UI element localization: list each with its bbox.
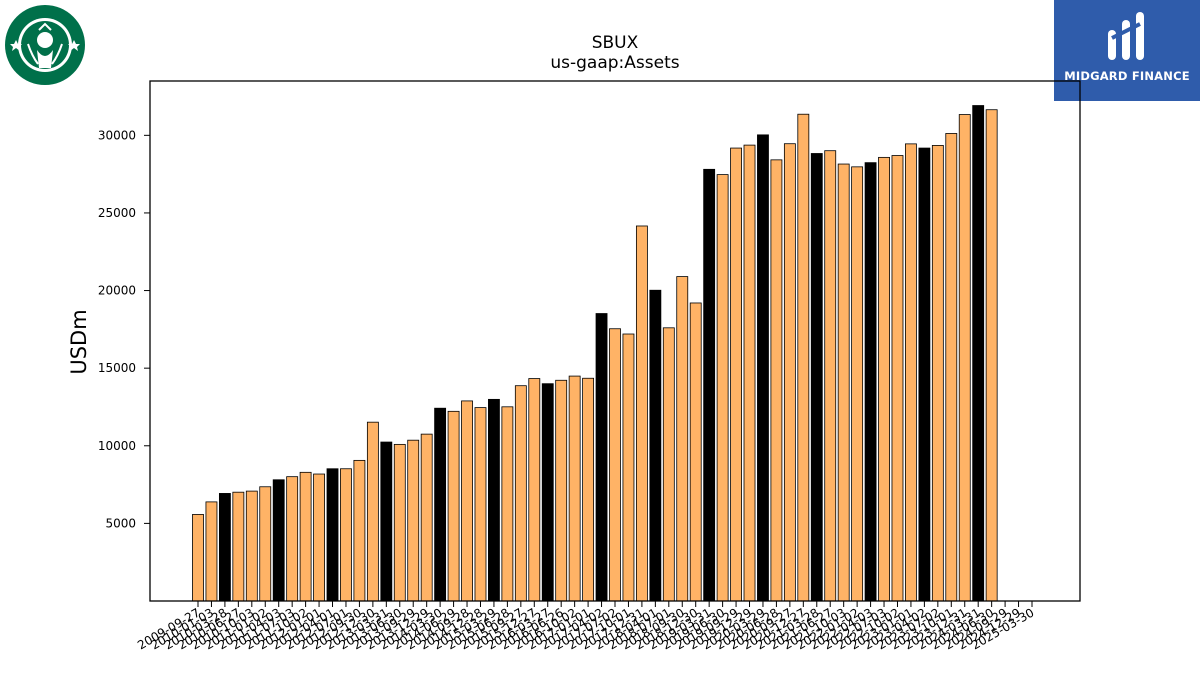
bar-2021-06-27	[824, 150, 837, 602]
bar-2017-10-01	[622, 333, 635, 602]
x-axis: 2009-09-272010-01-032010-03-282010-06-27…	[135, 601, 1037, 652]
midgard-finance-wordmark: MIDGARD FINANCE	[1064, 69, 1190, 83]
bar-2022-07-03	[878, 156, 890, 602]
bar-2016-06-26	[555, 379, 568, 602]
y-tick-label: 15000	[98, 361, 136, 375]
bar-2013-12-29	[420, 433, 433, 602]
bar-2024-03-31	[972, 105, 985, 602]
bar-2014-09-28	[461, 400, 473, 602]
bar-2011-01-02	[259, 486, 272, 602]
bar-2016-03-27	[541, 383, 554, 602]
bar-2023-01-01	[905, 143, 917, 602]
bar-2020-09-27	[783, 143, 796, 602]
bar-2014-06-29	[447, 410, 460, 602]
bar-2023-07-02	[931, 145, 944, 602]
bar-2019-03-31	[703, 168, 716, 602]
bar-2023-04-02	[918, 147, 931, 602]
bar-2021-10-03	[837, 163, 850, 602]
bar-2011-04-03	[272, 479, 285, 602]
chart-subtitle: us-gaap:Assets	[550, 53, 679, 73]
bar-2011-10-02	[299, 471, 312, 602]
y-tick-label: 20000	[98, 284, 136, 298]
bar-2010-01-03	[205, 501, 218, 602]
bar-2013-09-29	[407, 439, 420, 602]
midgard-finance-logo: MIDGARD FINANCE	[1054, 0, 1200, 101]
bar-2014-12-28	[474, 407, 487, 602]
bar-2015-06-28	[501, 406, 514, 602]
bar-2012-01-01	[313, 473, 325, 602]
bar-2012-04-01	[326, 468, 339, 602]
bar-2018-12-30	[689, 302, 702, 602]
bar-2015-12-27	[528, 378, 541, 602]
bar-2019-09-29	[730, 147, 742, 602]
bar-2022-10-02	[891, 155, 904, 602]
bar-2017-01-01	[582, 377, 595, 602]
plot-frame	[149, 80, 1081, 602]
bar-2017-07-02	[609, 328, 621, 602]
bar-2012-09-30	[353, 459, 366, 602]
bar-2014-03-30	[434, 407, 447, 602]
bar-2019-06-30	[716, 174, 729, 602]
bar-2018-07-01	[662, 327, 675, 602]
bar-2021-03-28	[810, 153, 823, 602]
bar-2013-06-30	[393, 443, 406, 602]
bar-2012-12-30	[366, 421, 379, 602]
bar-2016-10-02	[568, 375, 581, 602]
bars-group	[192, 105, 998, 602]
bar-2010-10-03	[245, 490, 258, 602]
bar-2020-12-27	[797, 113, 810, 602]
y-tick-label: 25000	[98, 206, 136, 220]
bar-2020-06-28	[770, 159, 783, 602]
bar-2017-04-02	[595, 313, 608, 602]
y-axis: 5000 10000 15000 20000 25000 30000	[98, 128, 150, 530]
bar-2022-04-03	[864, 162, 877, 602]
bar-2011-07-03	[286, 476, 299, 602]
bar-2010-03-28	[218, 493, 231, 602]
y-axis-label: USDm	[67, 309, 91, 374]
y-tick-label: 10000	[98, 439, 136, 453]
bar-2024-06-30	[985, 109, 998, 602]
bar-2015-09-27	[514, 385, 527, 602]
bar-2017-12-31	[635, 225, 648, 602]
bar-2013-03-31	[380, 441, 393, 602]
bar-2023-10-01	[945, 133, 958, 602]
bar-2023-12-31	[958, 114, 971, 602]
midgard-finance-mark-icon	[1108, 12, 1144, 60]
bar-2022-01-02	[851, 166, 864, 602]
starbucks-logo	[5, 5, 85, 85]
bar-2018-09-30	[676, 276, 689, 602]
bar-2012-07-01	[340, 468, 352, 602]
y-tick-label: 5000	[105, 516, 136, 530]
bar-2015-03-29	[488, 398, 500, 602]
y-tick-label: 30000	[98, 128, 136, 142]
bar-2018-04-01	[649, 289, 662, 602]
bar-2019-12-29	[743, 144, 756, 602]
bar-2009-09-27	[192, 514, 204, 602]
bar-2010-06-27	[232, 491, 245, 602]
bar-2020-03-29	[757, 134, 769, 602]
chart-title: SBUX	[592, 33, 639, 53]
